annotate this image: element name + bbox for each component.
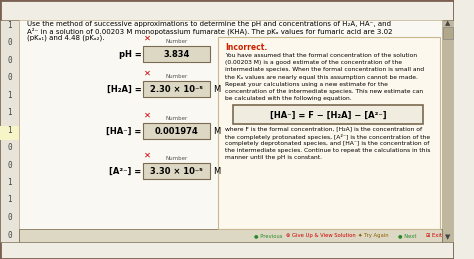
Text: Use the method of successive approximations to determine the pH and concentratio: Use the method of successive approximati… (27, 21, 391, 27)
Text: M: M (213, 126, 221, 135)
Text: the Kₐ values are nearly equal this assumption cannot be made.: the Kₐ values are nearly equal this assu… (225, 75, 418, 80)
FancyBboxPatch shape (442, 20, 454, 242)
Text: pH =: pH = (119, 49, 142, 59)
Text: You have assumed that the formal concentration of the solution: You have assumed that the formal concent… (225, 53, 417, 58)
Text: be calculated with the following equation.: be calculated with the following equatio… (225, 96, 352, 101)
Text: 1: 1 (7, 178, 12, 187)
Text: ✕: ✕ (144, 150, 151, 160)
Text: ▼: ▼ (446, 234, 451, 240)
Text: 1: 1 (7, 108, 12, 117)
Text: ▲: ▲ (446, 20, 451, 26)
FancyBboxPatch shape (233, 105, 423, 124)
Text: [A²⁻] =: [A²⁻] = (109, 167, 142, 176)
Text: Repeat your calculations using a new estimate for the: Repeat your calculations using a new est… (225, 82, 388, 87)
Text: ✕: ✕ (144, 68, 151, 77)
FancyBboxPatch shape (219, 37, 440, 229)
Text: 2.30 × 10⁻⁵: 2.30 × 10⁻⁵ (150, 84, 203, 93)
Text: 0: 0 (7, 213, 12, 222)
Text: 3.30 × 10⁻⁵: 3.30 × 10⁻⁵ (150, 167, 202, 176)
Text: ● Next: ● Next (398, 233, 416, 238)
Text: Number: Number (165, 39, 187, 44)
Text: ✕: ✕ (144, 33, 151, 42)
FancyBboxPatch shape (0, 0, 454, 259)
Text: completely deprotonated species, and [HA⁻] is the concentration of: completely deprotonated species, and [HA… (225, 141, 429, 146)
Text: 0: 0 (7, 38, 12, 47)
Text: (0.00203 M) is a good estimate of the concentration of the: (0.00203 M) is a good estimate of the co… (225, 60, 402, 65)
Text: ⊗ Give Up & View Solution: ⊗ Give Up & View Solution (286, 233, 356, 238)
FancyBboxPatch shape (143, 81, 210, 97)
Text: the completely protonated species, [A²⁻] is the concentration of the: the completely protonated species, [A²⁻]… (225, 134, 430, 140)
Text: [HA⁻] =: [HA⁻] = (106, 126, 142, 135)
Text: concentration of the intermediate species. This new estimate can: concentration of the intermediate specie… (225, 89, 423, 94)
Text: [HA⁻] = F − [H₂A] − [A²⁻]: [HA⁻] = F − [H₂A] − [A²⁻] (270, 110, 386, 119)
Text: the intermediate species. Continue to repeat the calculations in this: the intermediate species. Continue to re… (225, 148, 430, 153)
FancyBboxPatch shape (19, 20, 442, 229)
FancyBboxPatch shape (0, 20, 19, 242)
Text: (pKₐ₁) and 4.48 (pKₐ₂).: (pKₐ₁) and 4.48 (pKₐ₂). (27, 34, 104, 40)
FancyBboxPatch shape (19, 229, 442, 242)
Text: 0: 0 (7, 231, 12, 240)
Text: 1: 1 (7, 126, 12, 134)
Text: A²⁻ in a solution of 0.00203 M monopotassium fumarate (KHA). The pKₐ values for : A²⁻ in a solution of 0.00203 M monopotas… (27, 27, 392, 35)
Text: M: M (213, 167, 221, 176)
Text: 0.001974: 0.001974 (155, 126, 198, 135)
Text: 1: 1 (7, 196, 12, 205)
Text: Number: Number (165, 74, 187, 78)
Text: intermediate species. When the formal concentration is small and: intermediate species. When the formal co… (225, 67, 424, 73)
Text: Incorrect.: Incorrect. (225, 43, 267, 52)
FancyBboxPatch shape (143, 163, 210, 179)
Text: ✦ Try Again: ✦ Try Again (358, 233, 389, 238)
Text: 0: 0 (7, 161, 12, 169)
Text: 0: 0 (7, 73, 12, 82)
Text: where F is the formal concentration, [H₂A] is the concentration of: where F is the formal concentration, [H₂… (225, 126, 422, 131)
Text: ⊞ Exit: ⊞ Exit (426, 233, 442, 238)
Text: ✕: ✕ (144, 111, 151, 119)
FancyBboxPatch shape (143, 46, 210, 62)
Text: ● Previous: ● Previous (254, 233, 283, 238)
FancyBboxPatch shape (143, 123, 210, 139)
Text: Number: Number (165, 116, 187, 120)
Text: [H₂A] =: [H₂A] = (107, 84, 142, 93)
FancyBboxPatch shape (443, 27, 453, 39)
Text: Number: Number (165, 155, 187, 161)
Text: 3.834: 3.834 (163, 49, 190, 59)
Text: manner until the pH is constant.: manner until the pH is constant. (225, 155, 322, 160)
Text: M: M (213, 84, 221, 93)
FancyBboxPatch shape (0, 126, 19, 140)
Text: 0: 0 (7, 55, 12, 64)
Text: 1: 1 (7, 20, 12, 30)
Text: 1: 1 (7, 90, 12, 99)
Text: 0: 0 (7, 143, 12, 152)
